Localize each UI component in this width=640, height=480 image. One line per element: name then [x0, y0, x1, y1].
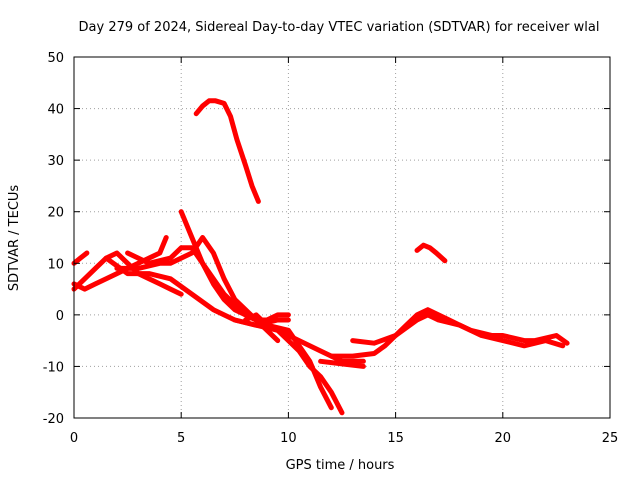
y-tick-label: 40 — [47, 103, 64, 118]
series-line-arc-11 — [328, 307, 570, 359]
y-tick-label: 10 — [47, 257, 64, 272]
grid — [74, 57, 610, 418]
plot-frame — [73, 56, 611, 419]
series-line-arc-7 — [125, 245, 334, 411]
series-line-arc-14 — [414, 242, 448, 264]
series-line-arc-10 — [193, 98, 261, 204]
y-axis-label: SDTVAR / TECUs — [7, 185, 22, 292]
y-tick-label: 30 — [47, 154, 64, 169]
series-layer — [71, 98, 570, 416]
ticks: 0 5 10 15 20 25 -20 -10 0 10 20 30 40 50 — [43, 51, 619, 446]
series-line-arc-1 — [71, 250, 90, 266]
x-tick-label: 0 — [70, 431, 78, 446]
y-tick-label: -20 — [43, 412, 64, 427]
y-tick-label: 20 — [47, 206, 64, 221]
y-tick-label: -10 — [43, 360, 64, 375]
x-tick-label: 20 — [495, 431, 512, 446]
y-tick-label: 0 — [56, 309, 64, 324]
series-line-arc-13 — [318, 358, 366, 369]
x-tick-label: 25 — [602, 431, 619, 446]
x-axis-label: GPS time / hours — [286, 458, 395, 473]
x-tick-label: 5 — [177, 431, 185, 446]
series-line-arc-12 — [350, 312, 566, 349]
series-line-arc-9 — [232, 317, 291, 328]
series-line-arc-8 — [243, 312, 345, 416]
y-tick-label: 50 — [47, 51, 64, 66]
chart-title: Day 279 of 2024, Sidereal Day-to-day VTE… — [79, 20, 600, 35]
x-tick-label: 10 — [280, 431, 297, 446]
x-tick-label: 15 — [387, 431, 404, 446]
series-line-arc-2 — [71, 250, 184, 297]
